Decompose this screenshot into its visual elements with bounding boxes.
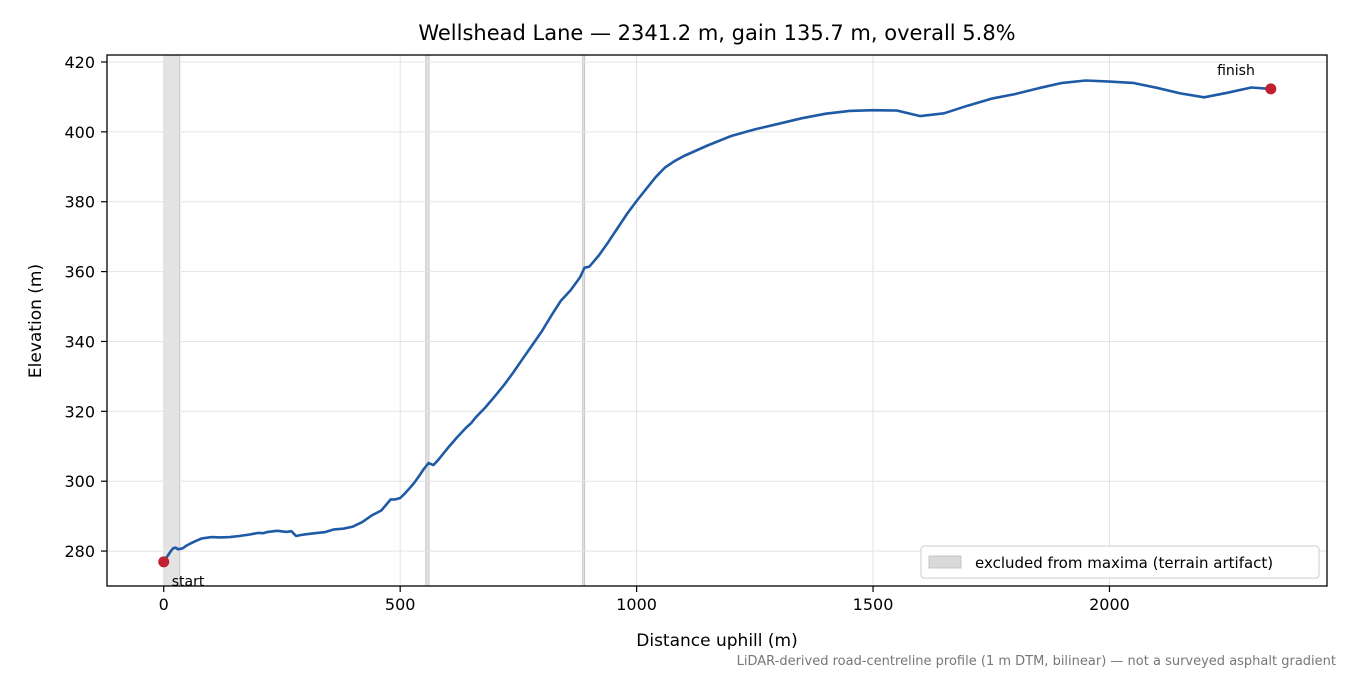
- y-tick-label: 320: [64, 402, 95, 421]
- excluded-bands: [163, 54, 586, 587]
- gridlines: [107, 55, 1327, 586]
- excluded-band-3: [582, 54, 586, 587]
- x-tick-label: 500: [385, 595, 416, 614]
- y-tick-label: 380: [64, 193, 95, 212]
- excluded-band-1: [163, 54, 181, 587]
- y-tick-label: 360: [64, 263, 95, 282]
- y-tick-label: 420: [64, 53, 95, 72]
- legend-label: excluded from maxima (terrain artifact): [975, 554, 1273, 572]
- x-tick-label: 2000: [1089, 595, 1130, 614]
- start-label: start: [172, 574, 205, 590]
- excluded-band-2: [425, 54, 430, 587]
- x-tick-label: 0: [159, 595, 169, 614]
- elevation-profile-line: [162, 79, 1273, 564]
- plot-frame: [106, 54, 1328, 587]
- chart-title: Wellshead Lane — 2341.2 m, gain 135.7 m,…: [418, 21, 1015, 45]
- finish-label: finish: [1217, 63, 1255, 79]
- y-tick-label: 280: [64, 542, 95, 561]
- y-axis-label: Elevation (m): [26, 264, 46, 378]
- legend-swatch: [928, 555, 962, 569]
- legend: excluded from maxima (terrain artifact): [920, 545, 1320, 579]
- x-axis-label: Distance uphill (m): [636, 631, 797, 651]
- y-tick-label: 340: [64, 332, 95, 351]
- start-marker: [158, 556, 170, 568]
- x-tick-label: 1500: [853, 595, 894, 614]
- finish-marker: [1265, 83, 1277, 95]
- y-tick-label: 300: [64, 472, 95, 491]
- footnote: LiDAR-derived road-centreline profile (1…: [737, 654, 1336, 669]
- y-tick-label: 400: [64, 123, 95, 142]
- axis-ticks: 0 500 1000 1500 2000 280 300 320 340 360 380 400 420: [64, 53, 1129, 614]
- legend-box: [920, 545, 1320, 579]
- x-tick-label: 1000: [616, 595, 657, 614]
